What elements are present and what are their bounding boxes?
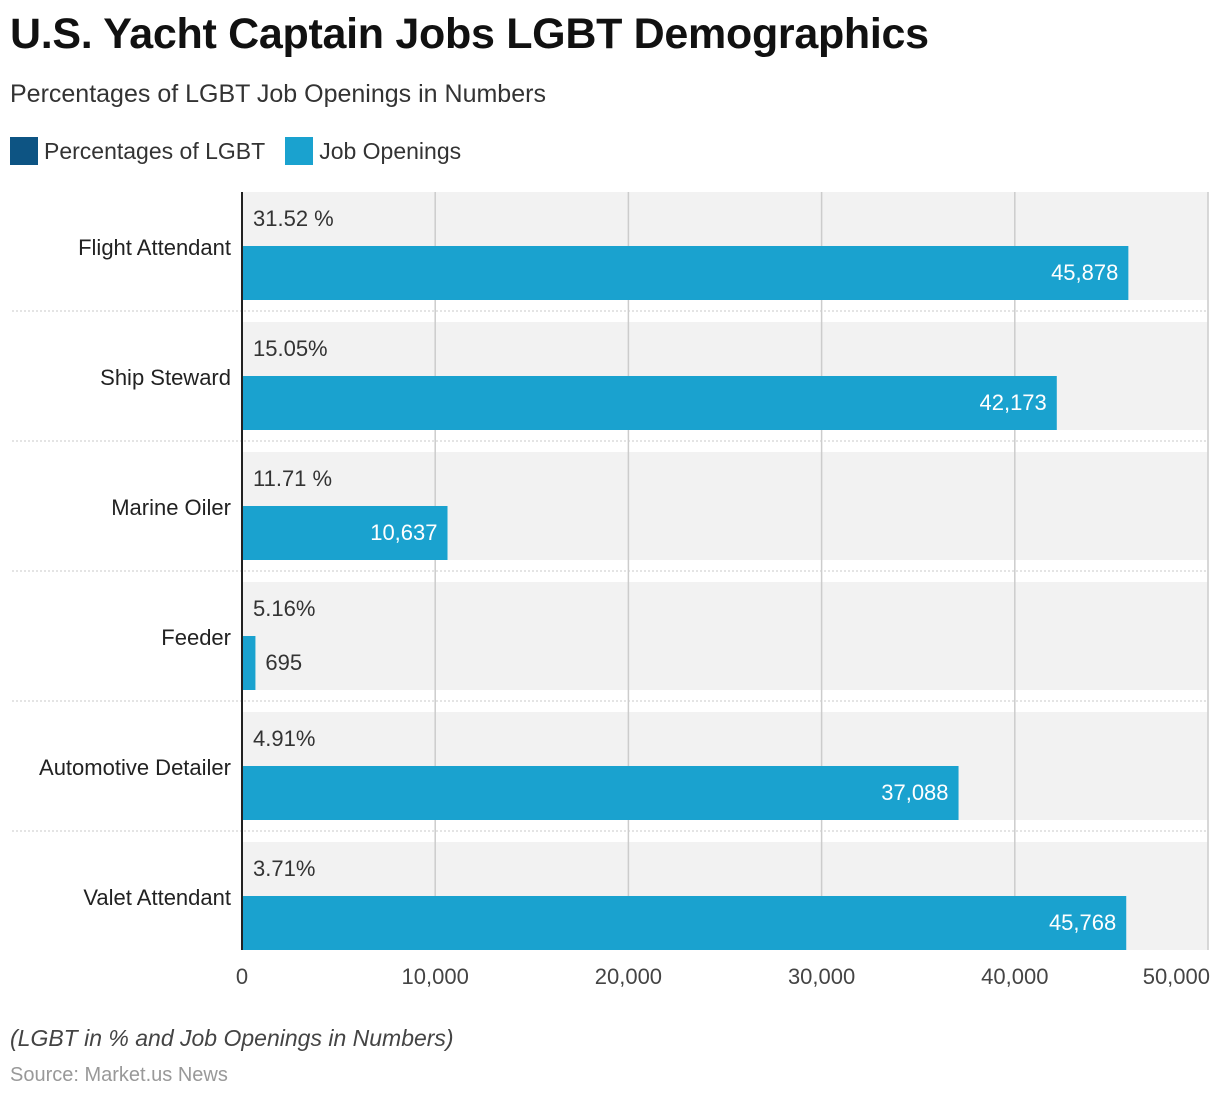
chart-footnote: (LGBT in % and Job Openings in Numbers)	[10, 1025, 454, 1051]
bar-chart: Flight Attendant 31.52 % 45,878 Ship Stewar…	[12, 192, 1210, 989]
chart-source: Source: Market.us News	[10, 1064, 228, 1086]
jobs-data-label: 695	[265, 650, 302, 675]
jobs-data-label: 42,173	[979, 390, 1046, 415]
legend-swatch-jobs	[285, 137, 314, 165]
chart-subtitle: Percentages of LGBT Job Openings in Numb…	[10, 80, 546, 108]
jobs-bar	[242, 896, 1127, 950]
legend-swatch-lgbt	[10, 137, 38, 165]
jobs-bar	[242, 766, 959, 820]
category-label: Flight Attendant	[78, 235, 231, 260]
category-label: Valet Attendant	[83, 885, 231, 910]
jobs-bar	[242, 246, 1129, 300]
jobs-data-label: 45,768	[1049, 910, 1116, 935]
row-band	[242, 582, 1208, 690]
x-tick-label: 20,000	[595, 964, 662, 989]
legend-item-jobs[interactable]: Job Openings	[285, 137, 461, 165]
legend: Percentages of LGBT Job Openings	[10, 137, 481, 165]
legend-item-lgbt[interactable]: Percentages of LGBT	[10, 137, 265, 165]
category-label: Marine Oiler	[111, 495, 231, 520]
lgbt-data-label: 31.52 %	[253, 206, 334, 231]
chart-title: U.S. Yacht Captain Jobs LGBT Demographic…	[10, 10, 929, 58]
lgbt-data-label: 5.16%	[253, 596, 315, 621]
category-label: Feeder	[161, 625, 231, 650]
lgbt-data-label: 4.91%	[253, 726, 315, 751]
legend-label-lgbt: Percentages of LGBT	[44, 137, 266, 164]
lgbt-data-label: 3.71%	[253, 856, 315, 881]
category-label: Automotive Detailer	[39, 755, 231, 780]
x-tick-label: 30,000	[788, 964, 855, 989]
x-tick-label: 10,000	[402, 964, 469, 989]
jobs-data-label: 37,088	[881, 780, 948, 805]
lgbt-data-label: 11.71 %	[253, 466, 332, 491]
jobs-bar	[242, 636, 256, 690]
x-tick-label: 0	[236, 964, 248, 989]
jobs-bar	[242, 376, 1057, 430]
category-label: Ship Steward	[100, 365, 231, 390]
jobs-data-label: 10,637	[370, 520, 437, 545]
lgbt-data-label: 15.05%	[253, 336, 328, 361]
x-tick-label: 50,000	[1143, 964, 1210, 989]
jobs-data-label: 45,878	[1051, 260, 1118, 285]
legend-label-jobs: Job Openings	[319, 137, 462, 164]
x-tick-label: 40,000	[981, 964, 1048, 989]
jobs-bar	[242, 506, 448, 560]
